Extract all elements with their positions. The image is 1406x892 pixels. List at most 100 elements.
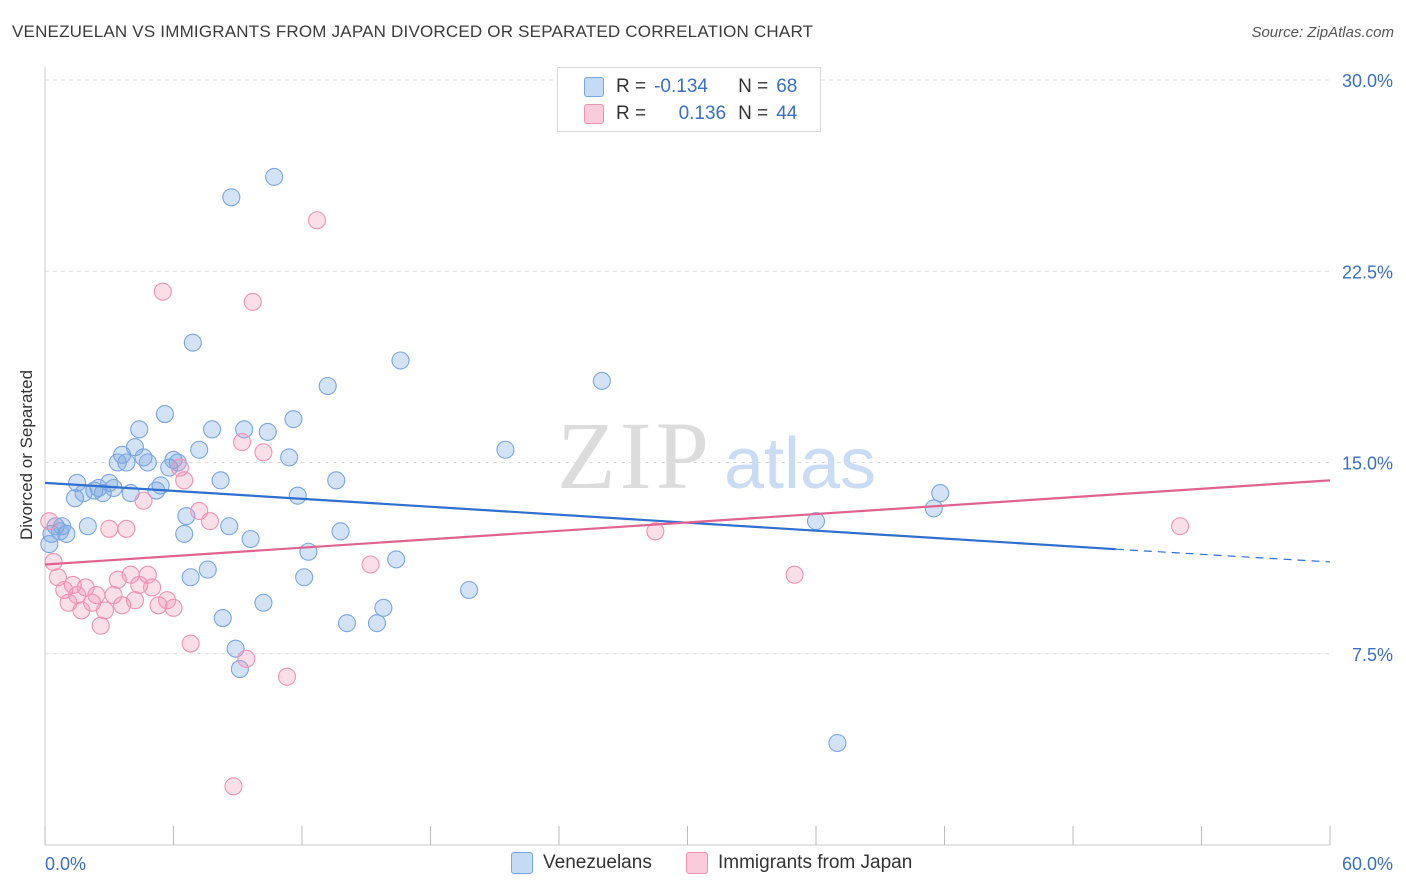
- data-point: [203, 420, 222, 439]
- data-point: [149, 596, 168, 615]
- data-point: [288, 486, 307, 505]
- data-point: [72, 601, 91, 620]
- data-point: [40, 512, 59, 531]
- data-point: [91, 616, 110, 635]
- series-venezuelans: [40, 167, 950, 753]
- y-tick-label: 22.5%: [1342, 262, 1393, 282]
- n-label: N =: [738, 76, 769, 97]
- venezuelans-swatch: [584, 77, 604, 97]
- data-point: [68, 473, 87, 492]
- legend-label-venezuelans: Venezuelans: [543, 852, 652, 873]
- data-point: [138, 453, 157, 472]
- data-point: [277, 667, 297, 686]
- data-point: [295, 568, 314, 587]
- data-point: [307, 211, 327, 230]
- data-point: [134, 491, 153, 510]
- legend-label-japan: Immigrants from Japan: [718, 852, 913, 873]
- source-credit: Source: ZipAtlas.com: [1251, 24, 1394, 41]
- data-point: [361, 555, 380, 574]
- legend-swatch-japan: [686, 852, 708, 874]
- x-tick-label-max: 60.0%: [1342, 854, 1393, 874]
- data-point: [254, 593, 273, 612]
- data-point: [237, 649, 256, 668]
- data-point: [181, 568, 200, 587]
- y-tick-label: 7.5%: [1352, 645, 1393, 665]
- data-point: [95, 601, 115, 620]
- data-point: [87, 586, 106, 605]
- data-point: [220, 517, 239, 536]
- legend-swatch-venezuelans: [511, 852, 533, 874]
- data-point: [254, 443, 273, 462]
- data-point: [230, 659, 249, 679]
- data-point: [318, 376, 337, 396]
- x-tick-label-min: 0.0%: [45, 854, 86, 874]
- data-point: [117, 519, 136, 538]
- data-point: [331, 522, 350, 541]
- trend-line: [44, 479, 1331, 566]
- data-point: [367, 614, 387, 633]
- data-point: [391, 351, 410, 370]
- data-point: [337, 614, 357, 633]
- data-point: [100, 519, 119, 538]
- watermark-atlas: atlas: [724, 424, 876, 504]
- stats-row-venezuelans: R = -0.134 N = 68: [584, 75, 797, 99]
- data-point: [93, 484, 112, 503]
- data-point: [117, 453, 136, 472]
- data-point: [785, 565, 804, 584]
- y-axis-label: Divorced or Separated: [17, 369, 36, 541]
- data-point: [931, 484, 950, 503]
- legend-item-venezuelans: Venezuelans: [511, 852, 652, 874]
- data-point: [374, 598, 393, 617]
- data-point: [76, 578, 95, 597]
- n-value-venezuelans: 68: [776, 76, 798, 97]
- data-point: [143, 578, 162, 597]
- data-point: [265, 167, 284, 186]
- data-point: [496, 440, 515, 459]
- data-point: [183, 333, 202, 352]
- data-point: [175, 471, 194, 490]
- data-point: [44, 552, 63, 572]
- n-label: N =: [738, 103, 769, 124]
- data-point: [387, 550, 406, 569]
- axes: [44, 67, 1331, 846]
- data-point: [1171, 517, 1190, 536]
- data-point: [222, 188, 241, 207]
- data-point: [57, 524, 76, 543]
- data-point: [646, 522, 665, 541]
- trend-line-extension: [1115, 548, 1331, 563]
- n-value-japan: 44: [776, 103, 798, 124]
- y-tick-label: 15.0%: [1342, 454, 1393, 474]
- trend-line: [44, 481, 1116, 551]
- japan-swatch: [584, 104, 604, 124]
- data-point: [153, 282, 172, 301]
- data-point: [65, 489, 85, 508]
- data-point: [327, 471, 346, 490]
- data-point: [164, 598, 183, 617]
- watermark-zip: ZIP: [557, 402, 713, 509]
- data-point: [200, 512, 219, 531]
- legend-item-japan: Immigrants from Japan: [686, 852, 912, 874]
- stats-legend: R = -0.134 N = 68 R = 0.136 N = 44: [557, 67, 821, 132]
- data-point: [592, 371, 611, 390]
- chart-title: VENEZUELAN VS IMMIGRANTS FROM JAPAN DIVO…: [12, 22, 814, 41]
- data-point: [78, 517, 97, 536]
- gridlines: [45, 79, 1330, 655]
- data-point: [198, 560, 217, 579]
- r-value-venezuelans: -0.134: [654, 76, 708, 97]
- data-point: [213, 608, 232, 628]
- trend-lines: [44, 479, 1331, 566]
- data-point: [232, 433, 252, 452]
- data-point: [459, 580, 479, 600]
- stats-row-japan: R = 0.136 N = 44: [584, 102, 797, 126]
- r-label: R =: [616, 103, 647, 124]
- data-point: [175, 524, 194, 543]
- data-point: [241, 529, 260, 549]
- data-point: [125, 591, 144, 610]
- data-point: [155, 404, 174, 424]
- data-point: [224, 777, 243, 796]
- data-point: [828, 733, 847, 753]
- data-point: [243, 292, 262, 311]
- y-tick-label: 30.0%: [1342, 71, 1393, 91]
- data-point: [284, 410, 303, 429]
